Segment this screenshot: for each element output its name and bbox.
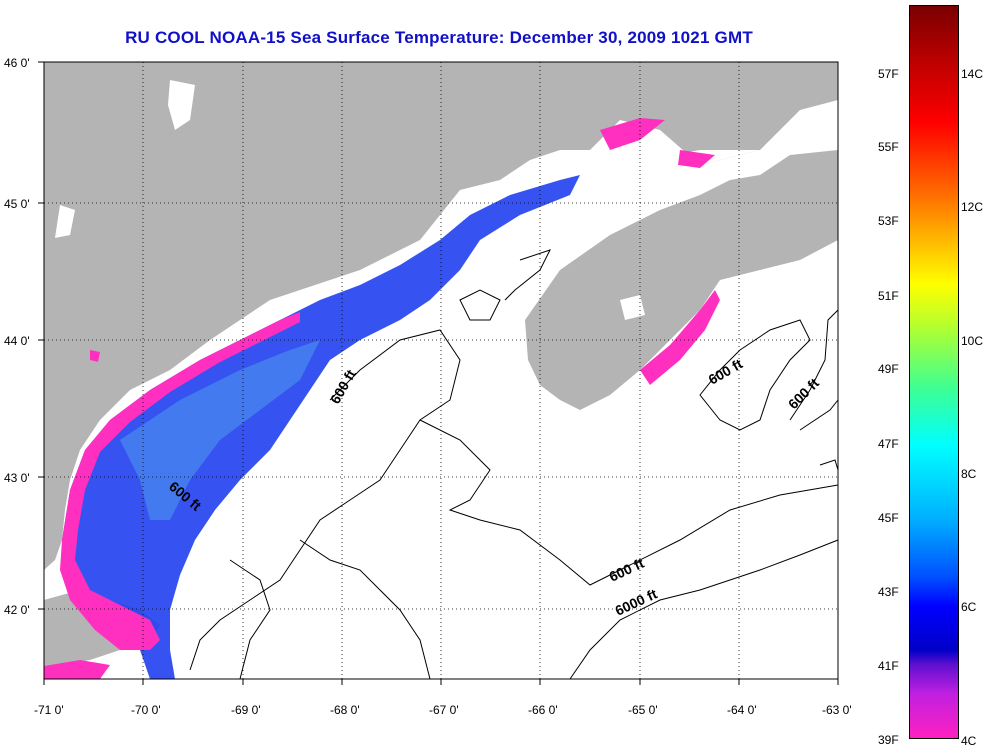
map-title: RU COOL NOAA-15 Sea Surface Temperature:… <box>125 28 753 47</box>
lat-label-46: 46 0' <box>4 56 30 70</box>
contour-600ft-main <box>189 329 461 671</box>
lon-label-64: -64 0' <box>727 703 757 717</box>
cb-f-51: 51F <box>878 289 899 303</box>
lon-label-67: -67 0' <box>429 703 459 717</box>
land-mainland <box>44 62 838 570</box>
cb-c-10: 10C <box>961 334 984 348</box>
cb-c-4: 4C <box>961 734 977 748</box>
contour-6000ft <box>569 539 839 680</box>
cb-f-49: 49F <box>878 362 899 376</box>
lat-label-43: 43 0' <box>4 471 30 485</box>
sst-band-magenta <box>60 312 300 650</box>
lat-label-42: 42 0' <box>4 603 30 617</box>
land-nova-scotia <box>525 150 838 410</box>
cb-f-47: 47F <box>878 437 899 451</box>
cb-f-57: 57F <box>878 67 899 81</box>
lon-label-69: -69 0' <box>231 703 261 717</box>
cb-f-55: 55F <box>878 140 899 154</box>
cb-f-53: 53F <box>878 214 899 228</box>
cb-f-45: 45F <box>878 511 899 525</box>
lon-label-70: -70 0' <box>131 703 161 717</box>
lat-label-44: 44 0' <box>4 334 30 348</box>
cb-f-39: 39F <box>878 733 899 747</box>
lon-label-68: -68 0' <box>330 703 360 717</box>
cb-c-14: 14C <box>961 67 984 81</box>
cb-c-12: 12C <box>961 200 984 214</box>
lon-label-71: -71 0' <box>34 703 64 717</box>
lon-label-65: -65 0' <box>628 703 658 717</box>
cb-c-6: 6C <box>961 600 977 614</box>
lon-label-63: -63 0' <box>822 703 852 717</box>
colorbar <box>909 5 959 739</box>
cb-f-41: 41F <box>878 659 899 673</box>
lon-label-66: -66 0' <box>528 703 558 717</box>
lat-label-45: 45 0' <box>4 197 30 211</box>
cb-f-43: 43F <box>878 585 899 599</box>
cb-c-8: 8C <box>961 467 977 481</box>
